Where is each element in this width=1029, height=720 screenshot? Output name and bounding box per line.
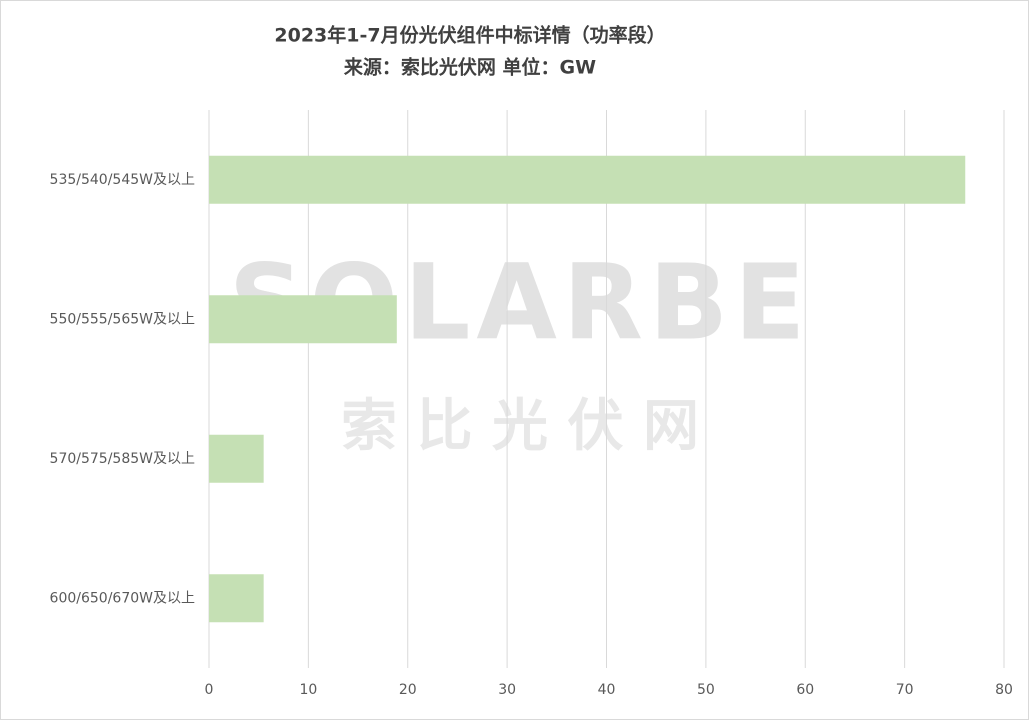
y-tick-label: 600/650/670W及以上	[50, 590, 195, 606]
x-tick-label: 40	[598, 682, 616, 698]
bar	[209, 155, 966, 204]
chart-title: 2023年1-7月份光伏组件中标详情（功率段）	[274, 24, 665, 47]
x-tick-label: 60	[796, 682, 814, 698]
y-tick-label: 535/540/545W及以上	[50, 172, 195, 188]
x-tick-label: 50	[697, 682, 715, 698]
y-tick-label: 570/575/585W及以上	[50, 451, 195, 467]
x-tick-label: 10	[299, 682, 317, 698]
watermark: 索 比 光 伏 网	[341, 394, 699, 459]
x-tick-label: 30	[498, 682, 516, 698]
y-tick-label: 550/555/565W及以上	[50, 311, 195, 327]
bar	[209, 295, 397, 344]
x-tick-label: 0	[205, 682, 214, 698]
x-tick-label: 80	[995, 682, 1013, 698]
chart-subtitle: 来源：索比光伏网 单位：GW	[344, 56, 596, 79]
bar	[209, 574, 264, 623]
x-tick-label: 20	[399, 682, 417, 698]
x-tick-label: 70	[896, 682, 914, 698]
bar	[209, 434, 264, 483]
